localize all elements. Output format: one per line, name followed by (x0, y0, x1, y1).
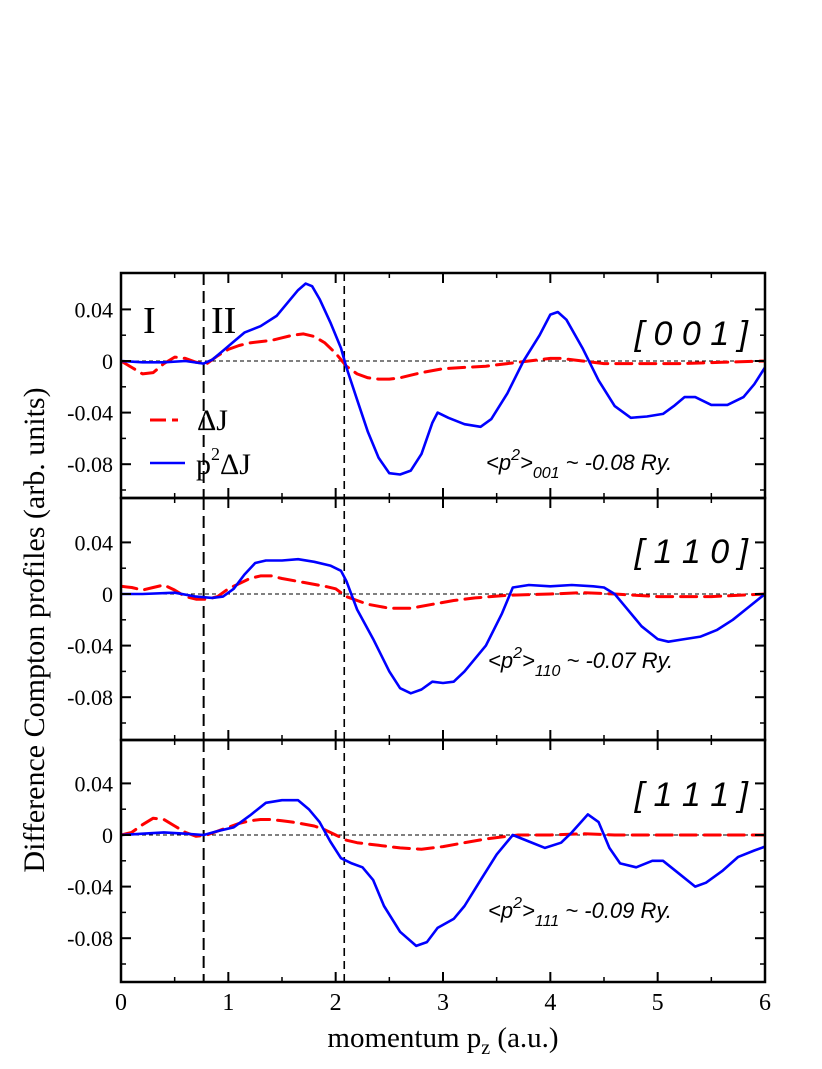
x-axis-label-part: z (481, 1037, 490, 1059)
annotation-part: ~ -0.09 Ry. (559, 898, 672, 923)
second-moment-annotation: <p2>111 ~ -0.09 Ry. (488, 895, 672, 930)
x-tick-label: 0 (115, 990, 127, 1016)
region-label-ii: II (211, 300, 236, 342)
legend-label-delta-j: ΔJ (197, 404, 228, 437)
annotation-part: <p (486, 450, 511, 475)
x-tick-label: 3 (437, 990, 449, 1016)
y-tick-label: 0 (102, 349, 113, 374)
annotation-part: 2 (510, 447, 520, 464)
y-axis-label: Difference Compton profiles (arb. units) (18, 387, 51, 872)
annotation-part: 2 (512, 895, 522, 912)
y-tick-label: -0.04 (67, 401, 113, 426)
annotation-part: 111 (535, 913, 559, 930)
legend-label-part: p (196, 448, 211, 481)
direction-label: [ 1 1 1 ] (634, 776, 750, 814)
panel-2: 0.04 0 -0.04 -0.08 [ 1 1 0 ] <p2>110 ~ -0.07 … (67, 496, 767, 742)
y-tick-label: -0.08 (67, 926, 113, 951)
series-delta-j-line (121, 816, 765, 851)
panel-frame (119, 738, 767, 984)
y-tick-label: 0.04 (75, 297, 114, 322)
series-p2-delta-j-line (121, 557, 765, 695)
x-tick-label: 6 (759, 990, 771, 1016)
annotation-part: > (522, 898, 535, 923)
legend-label-part: ΔJ (220, 448, 251, 481)
y-tick-label: -0.08 (67, 685, 113, 710)
y-tick-label: 0 (102, 582, 113, 607)
y-tick-label: 0.04 (75, 530, 114, 555)
y-tick-label: -0.04 (67, 634, 113, 659)
panel-1: 0.040-0.04-0.08[ 0 0 1 ]<p2>001 ~ -0.08 … (67, 271, 767, 500)
annotation-part: 2 (512, 645, 522, 662)
annotation-part: 001 (533, 465, 560, 482)
region-label-i: I (143, 300, 156, 342)
annotation-part: > (522, 648, 535, 673)
second-moment-annotation: <p2>001 ~ -0.08 Ry. (486, 447, 672, 482)
x-tick-label: 1 (222, 990, 234, 1016)
annotation-part: <p (488, 898, 513, 923)
direction-label: [ 0 0 1 ] (634, 315, 750, 353)
annotation-part: > (520, 450, 533, 475)
legend-label-p2-delta-j: p2ΔJ (196, 444, 251, 481)
y-tick-label: -0.08 (67, 452, 113, 477)
series-delta-j-line (121, 574, 765, 610)
legend-label-part: 2 (211, 444, 220, 464)
series-p2-delta-j-line (121, 798, 765, 948)
x-axis-label: momentum pz (a.u.) (327, 1022, 558, 1059)
x-tick-label: 5 (652, 990, 664, 1016)
annotation-part: ~ -0.08 Ry. (560, 450, 673, 475)
second-moment-annotation: <p2>110 ~ -0.07 Ry. (488, 645, 673, 680)
annotation-part: <p (488, 648, 513, 673)
x-tick-label: 4 (544, 990, 556, 1016)
annotation-part: 110 (535, 663, 561, 680)
x-tick-label: 2 (330, 990, 342, 1016)
direction-label: [ 1 1 0 ] (634, 533, 750, 571)
series-p2-delta-j-line (121, 282, 765, 476)
panel-3: 0.04 0 -0.04 -0.08 [ 1 1 1 ] <p2>111 ~ -0.09 … (67, 738, 767, 984)
y-tick-label: 0.04 (75, 771, 114, 796)
y-tick-label: -0.04 (67, 875, 113, 900)
x-axis-label-part: momentum p (327, 1022, 481, 1054)
annotation-part: ~ -0.07 Ry. (560, 648, 673, 673)
x-axis-label-part: (a.u.) (490, 1022, 558, 1054)
y-tick-label: 0 (102, 823, 113, 848)
